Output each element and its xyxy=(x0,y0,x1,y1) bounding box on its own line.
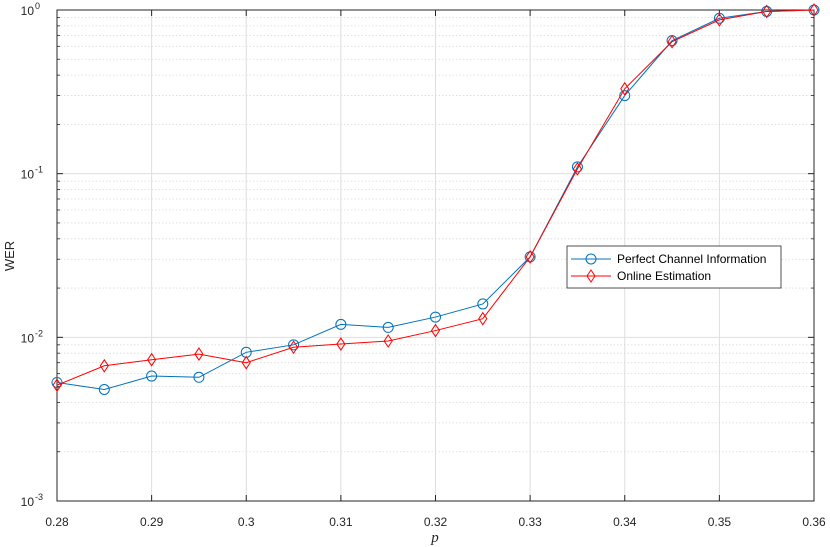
y-tick-exponent: -2 xyxy=(35,328,43,338)
legend-label-series-2: Online Estimation xyxy=(617,269,711,283)
data-point-circle xyxy=(477,298,489,310)
data-point-diamond xyxy=(147,352,157,367)
data-point-circle xyxy=(571,161,583,173)
data-point-circle xyxy=(193,371,205,383)
x-axis-label: p xyxy=(430,530,439,546)
y-tick-exponent: -1 xyxy=(35,165,43,175)
data-point-diamond xyxy=(336,337,346,351)
data-point-diamond xyxy=(620,81,630,96)
x-tick-label: 0.29 xyxy=(140,515,164,529)
legend-label-series-1: Perfect Channel Information xyxy=(617,252,766,266)
series-line-1 xyxy=(56,9,815,391)
series-line-2 xyxy=(56,9,815,386)
grid xyxy=(57,10,814,501)
series-layer xyxy=(51,3,820,396)
y-tick-label: 10 xyxy=(21,4,35,18)
y-tick-label: 10 xyxy=(21,331,35,345)
y-tick-label: 10 xyxy=(21,495,35,509)
data-point-circle xyxy=(430,311,441,323)
x-tick-label: 0.36 xyxy=(802,515,826,529)
data-point-diamond xyxy=(667,34,677,49)
data-point-diamond xyxy=(762,4,772,19)
data-point-circle xyxy=(98,384,110,396)
data-point-diamond xyxy=(194,347,204,361)
legend: Perfect Channel Information Online Estim… xyxy=(566,245,782,289)
data-point-diamond xyxy=(714,12,724,27)
data-point-circle xyxy=(51,376,63,388)
data-point-circle xyxy=(146,370,158,382)
data-point-diamond xyxy=(241,355,251,370)
y-axis-label: WER xyxy=(2,241,17,271)
legend-marker-diamond-icon xyxy=(586,269,596,283)
data-point-diamond xyxy=(809,3,819,17)
data-point-diamond xyxy=(478,311,488,326)
x-tick-label: 0.31 xyxy=(329,515,353,529)
data-point-diamond xyxy=(288,340,299,355)
data-point-circle xyxy=(524,251,536,263)
x-tick-label: 0.35 xyxy=(708,515,732,529)
data-point-diamond xyxy=(430,323,441,338)
data-point-diamond xyxy=(572,161,583,176)
y-tick-exponent: 0 xyxy=(35,1,40,11)
legend-marker-circle-icon xyxy=(585,253,597,265)
data-point-diamond xyxy=(525,250,535,264)
x-tick-label: 0.33 xyxy=(518,515,542,529)
data-point-circle xyxy=(335,318,347,330)
x-tick-label: 0.28 xyxy=(45,515,69,529)
legend-box xyxy=(566,245,782,289)
data-point-diamond xyxy=(383,334,393,348)
data-point-circle xyxy=(288,339,300,351)
data-point-diamond xyxy=(52,378,62,393)
data-point-circle xyxy=(382,321,394,333)
data-point-diamond xyxy=(99,358,109,373)
y-tick-label: 10 xyxy=(21,168,35,182)
x-tick-label: 0.3 xyxy=(238,515,255,529)
x-tick-label: 0.34 xyxy=(613,515,637,529)
x-tick-label: 0.32 xyxy=(424,515,448,529)
y-tick-exponent: -3 xyxy=(35,492,43,502)
data-point-circle xyxy=(619,90,631,102)
